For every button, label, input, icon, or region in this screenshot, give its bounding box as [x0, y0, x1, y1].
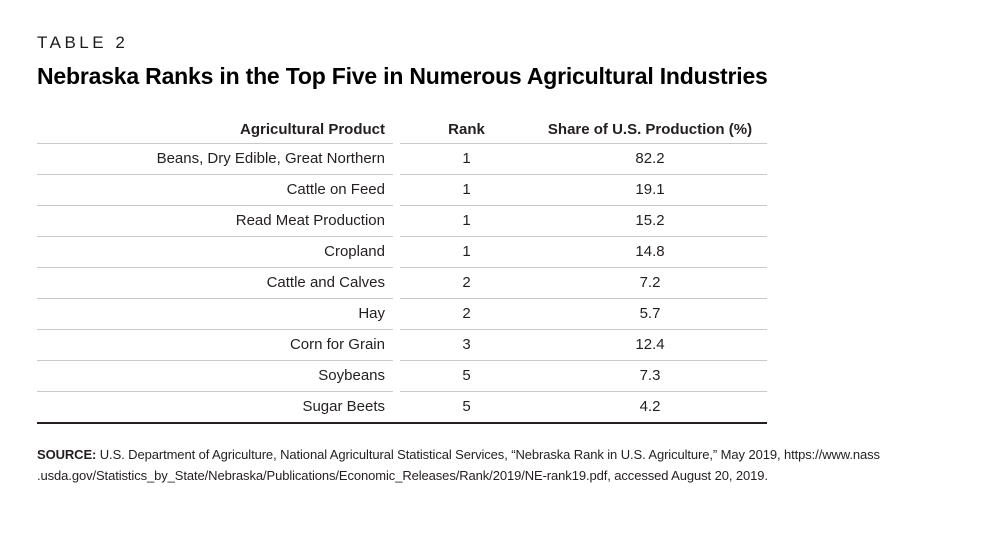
- column-header-share: Share of U.S. Production (%): [533, 117, 767, 144]
- rank-cell: 1: [400, 236, 533, 268]
- gap-spacer-cell: [393, 360, 400, 391]
- rank-cell: 2: [400, 298, 533, 330]
- source-text-line1: U.S. Department of Agriculture, National…: [99, 447, 880, 462]
- share-cell: 7.2: [533, 267, 767, 299]
- share-cell: 4.2: [639, 398, 661, 416]
- agricultural-ranks-table: Agricultural Product Rank Share of U.S. …: [37, 117, 767, 422]
- column-gap-spacer: [393, 117, 400, 143]
- product-cell: Cattle and Calves: [37, 267, 393, 299]
- share-cell: 82.2: [533, 143, 767, 175]
- rank-cell: 1: [400, 174, 533, 206]
- table-row: Corn for Grain 3 12.4: [37, 329, 767, 361]
- column-header-product: Agricultural Product: [37, 117, 393, 144]
- product-cell: Hay: [37, 298, 393, 330]
- data-table: Agricultural Product Rank Share of U.S. …: [37, 117, 767, 424]
- source-text-line2: .usda.gov/Statistics_by_State/Nebraska/P…: [37, 468, 768, 483]
- product-cell: Corn for Grain: [37, 329, 393, 361]
- product-cell: Soybeans: [37, 360, 393, 392]
- gap-spacer-cell: [393, 298, 400, 329]
- rank-cell: 1: [400, 205, 533, 237]
- rank-cell: 5: [462, 398, 471, 416]
- gap-spacer-cell: [393, 205, 400, 236]
- gap-spacer-cell: [393, 329, 400, 360]
- share-cell: 12.4: [533, 329, 767, 361]
- table-row: Cropland 1 14.8: [37, 236, 767, 268]
- table-header-row: Agricultural Product Rank Share of U.S. …: [37, 117, 767, 144]
- source-label: SOURCE:: [37, 447, 97, 462]
- share-cell: 7.3: [533, 360, 767, 392]
- share-cell: 19.1: [533, 174, 767, 206]
- product-cell: Read Meat Production: [37, 205, 393, 237]
- table-row: Read Meat Production 1 15.2: [37, 205, 767, 237]
- share-cell: 15.2: [533, 205, 767, 237]
- table-row: Soybeans 5 7.3: [37, 360, 767, 392]
- rank-cell: 2: [400, 267, 533, 299]
- table-row: Cattle and Calves 2 7.2: [37, 267, 767, 299]
- table-title: Nebraska Ranks in the Top Five in Numero…: [37, 63, 768, 89]
- page: { "page": { "kicker": "TABLE 2", "title"…: [0, 33, 1000, 543]
- gap-spacer-cell: [393, 143, 400, 174]
- product-cell: Cropland: [37, 236, 393, 268]
- gap-spacer-cell: [393, 391, 400, 422]
- table-row: Cattle on Feed 1 19.1: [37, 174, 767, 206]
- product-cell: Cattle on Feed: [37, 174, 393, 206]
- rank-cell: 1: [400, 143, 533, 175]
- gap-spacer-cell: [393, 174, 400, 205]
- column-header-rank: Rank: [400, 117, 533, 144]
- rank-cell: 5: [400, 360, 533, 392]
- table-body: Beans, Dry Edible, Great Northern 1 82.2 Ca…: [37, 143, 767, 422]
- gap-spacer-cell: [393, 267, 400, 298]
- product-cell: Sugar Beets: [302, 398, 385, 416]
- table-row: Sugar Beets 5 4.2: [37, 391, 767, 422]
- table-row: Beans, Dry Edible, Great Northern 1 82.2: [37, 143, 767, 175]
- table-row: Hay 2 5.7: [37, 298, 767, 330]
- product-cell: Beans, Dry Edible, Great Northern: [37, 143, 393, 175]
- gap-spacer-cell: [393, 236, 400, 267]
- share-cell: 14.8: [533, 236, 767, 268]
- share-cell: 5.7: [533, 298, 767, 330]
- source-note: SOURCE: U.S. Department of Agriculture, …: [37, 444, 982, 486]
- table-number-label: TABLE 2: [37, 33, 129, 52]
- rank-cell: 3: [400, 329, 533, 361]
